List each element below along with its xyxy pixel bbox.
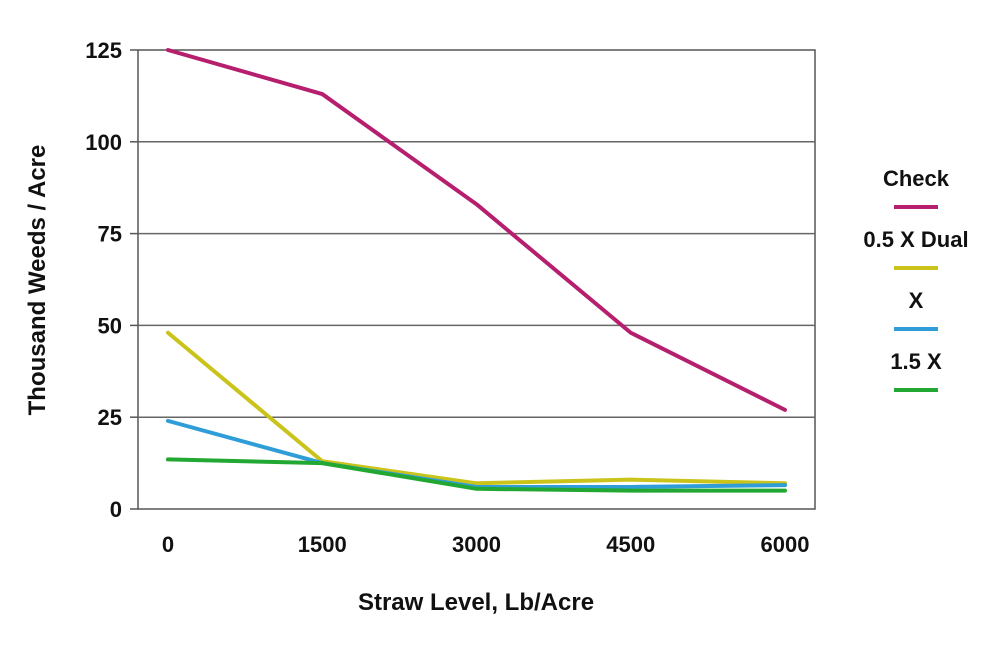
x-tick-label-4500: 4500 — [606, 532, 655, 557]
x-tick-label-1500: 1500 — [298, 532, 347, 557]
legend-label-4: 1.5 X — [890, 349, 942, 374]
y-tick-label-125: 125 — [85, 38, 122, 63]
legend-label-3: X — [909, 288, 924, 313]
series-line-2 — [166, 330, 787, 486]
y-tick-label-75: 75 — [98, 222, 122, 247]
x-axis-ticks: 0 1500 3000 4500 6000 — [162, 532, 810, 557]
y-tick-label-0: 0 — [110, 497, 122, 522]
plot-frame — [137, 49, 816, 510]
y-tick-label-100: 100 — [85, 130, 122, 155]
y-axis-title: Thousand Weeds / Acre — [24, 145, 51, 416]
series-line-4 — [166, 457, 787, 493]
x-axis-title: Straw Level, Lb/Acre — [358, 589, 594, 616]
x-tick-label-3000: 3000 — [452, 532, 501, 557]
y-tick-label-25: 25 — [98, 405, 122, 430]
legend-label-2: 0.5 X Dual — [863, 227, 968, 252]
x-tick-label-0: 0 — [162, 532, 174, 557]
series-line-1 — [166, 48, 787, 412]
legend: Check 0.5 X Dual X 1.5 X — [863, 166, 969, 392]
series-lines — [166, 48, 787, 493]
x-tick-label-6000: 6000 — [761, 532, 810, 557]
legend-label-1: Check — [883, 166, 950, 191]
y-tick-label-50: 50 — [98, 313, 122, 338]
series-line-3 — [166, 418, 787, 489]
y-axis-ticks: 0 25 50 75 100 125 — [85, 38, 138, 522]
gridlines — [138, 141, 815, 418]
